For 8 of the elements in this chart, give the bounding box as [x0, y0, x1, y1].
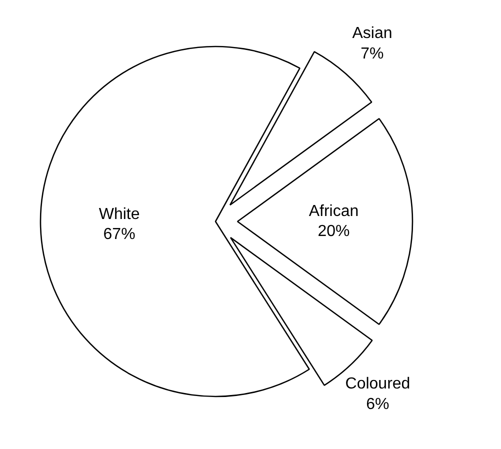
- slice-label: White: [98, 206, 140, 223]
- slice-label: Asian: [352, 25, 392, 42]
- slice-label: African: [308, 202, 359, 220]
- data-label: 20%: [318, 223, 350, 240]
- data-label: 67%: [103, 226, 136, 244]
- data-label: 7%: [360, 45, 384, 62]
- slice-label: Coloured: [345, 376, 410, 393]
- data-label: 6%: [366, 396, 390, 413]
